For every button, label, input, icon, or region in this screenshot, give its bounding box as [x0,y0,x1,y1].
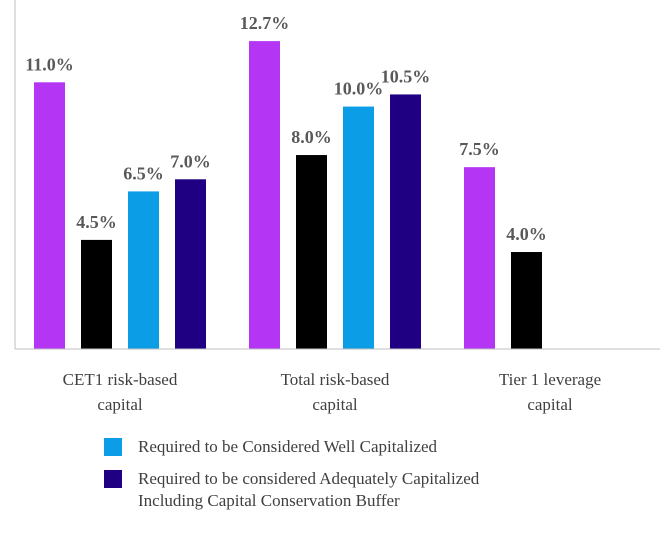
bar-s2-c0 [128,191,159,349]
category-label-c2-line1: capital [527,395,573,414]
category-labels-group: CET1 risk-based capital Total risk-based ca… [63,370,602,414]
category-label-c1-line1: capital [312,395,358,414]
value-label-s1-c0: 4.5% [76,212,117,232]
legend-label-well-capitalized: Required to be Considered Well Capitaliz… [138,437,438,456]
bar-s1-c0 [81,239,112,349]
value-label-s2-c0: 6.5% [123,163,164,183]
value-label-s1-c1: 8.0% [291,127,332,147]
value-label-s0-c0: 11.0% [25,54,74,74]
value-label-s2-c1: 10.0% [334,79,384,99]
value-label-s3-c1: 10.5% [381,66,431,86]
bars-group [34,41,542,349]
bar-chart: 11.0% 4.5% 6.5% 7.0% 12.7% 8.0% 10.0%10.5% 7.5%… [14,0,660,414]
bar-s0-c0 [34,82,65,349]
category-label-c0-line1: capital [97,395,143,414]
value-labels-group: 11.0% 4.5% 6.5% 7.0% 12.7% 8.0% 10.0%10.5% 7.5%… [25,13,547,244]
bar-s3-c0 [175,179,206,349]
legend-swatch-well-capitalized [104,438,122,456]
bar-s0-c1 [249,41,280,349]
legend-label-line-2: Including Capital Conservation Buffer [138,491,400,510]
legend-item-well-capitalized: Required to be Considered Well Capitaliz… [104,436,479,458]
value-label-s3-c0: 7.0% [170,151,211,171]
category-label-c2-line0: Tier 1 leverage [499,370,601,389]
bar-s3-c1 [390,94,421,349]
bar-s1-c2 [511,252,542,349]
legend-label-line-1: Required to be considered Adequately Cap… [138,469,480,488]
bar-s0-c2 [464,167,495,349]
legend-swatch-adequately-capitalized [104,470,122,488]
value-label-s0-c2: 7.5% [459,139,500,159]
legend-label-adequately-capitalized: Required to be considered Adequately Cap… [138,468,479,512]
value-label-s1-c2: 4.0% [506,224,547,244]
category-label-c0-line0: CET1 risk-based [63,370,178,389]
legend: Required to be Considered Well Capitaliz… [104,436,479,522]
bar-s1-c1 [296,155,327,349]
value-label-s0-c1: 12.7% [240,13,290,33]
bar-s2-c1 [343,106,374,349]
legend-item-adequately-capitalized: Required to be considered Adequately Cap… [104,468,479,512]
category-label-c1-line0: Total risk-based [281,370,390,389]
